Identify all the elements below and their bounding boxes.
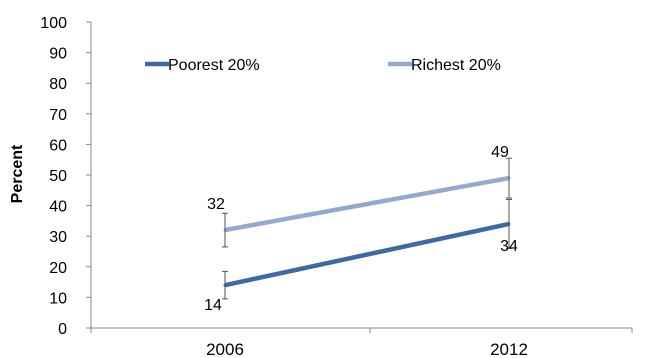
y-tick-label: 10 [49,290,67,307]
y-axis-title: Percent [9,144,26,203]
error-bar [506,198,512,249]
y-tick-label: 20 [49,260,67,277]
legend-label: Richest 20% [411,57,501,74]
y-tick-label: 80 [49,76,67,93]
error-bar [222,270,228,300]
error-bar [222,212,228,248]
legend-item: Richest 20% [388,57,501,74]
x-tick-label: 2012 [490,340,528,358]
y-tick-label: 40 [49,199,67,216]
series-layer [223,175,511,288]
series-line-0 [224,221,510,288]
error-bar [506,157,512,199]
y-axis-ticks: 0 10 20 30 40 50 60 70 80 90 100 [40,15,91,338]
y-tick-label: 60 [49,137,67,154]
y-tick-label: 70 [49,107,67,124]
x-axis-ticks: 2006 2012 [90,328,633,358]
y-tick-label: 100 [40,15,67,32]
data-label: 49 [491,144,509,161]
x-tick-label: 2006 [206,340,244,358]
data-label: 32 [207,196,225,213]
y-tick-label: 30 [49,229,67,246]
y-tick-label: 90 [49,46,67,63]
data-label: 14 [204,297,222,314]
legend-item: Poorest 20% [145,57,260,74]
error-bars [222,157,512,300]
y-tick-label: 0 [58,321,67,338]
legend: Poorest 20% Richest 20% [145,57,501,74]
legend-label: Poorest 20% [168,57,260,74]
y-tick-label: 50 [49,168,67,185]
data-labels: 14 34 32 49 [204,144,518,314]
series-line-1 [224,175,510,233]
data-label: 34 [500,238,518,255]
